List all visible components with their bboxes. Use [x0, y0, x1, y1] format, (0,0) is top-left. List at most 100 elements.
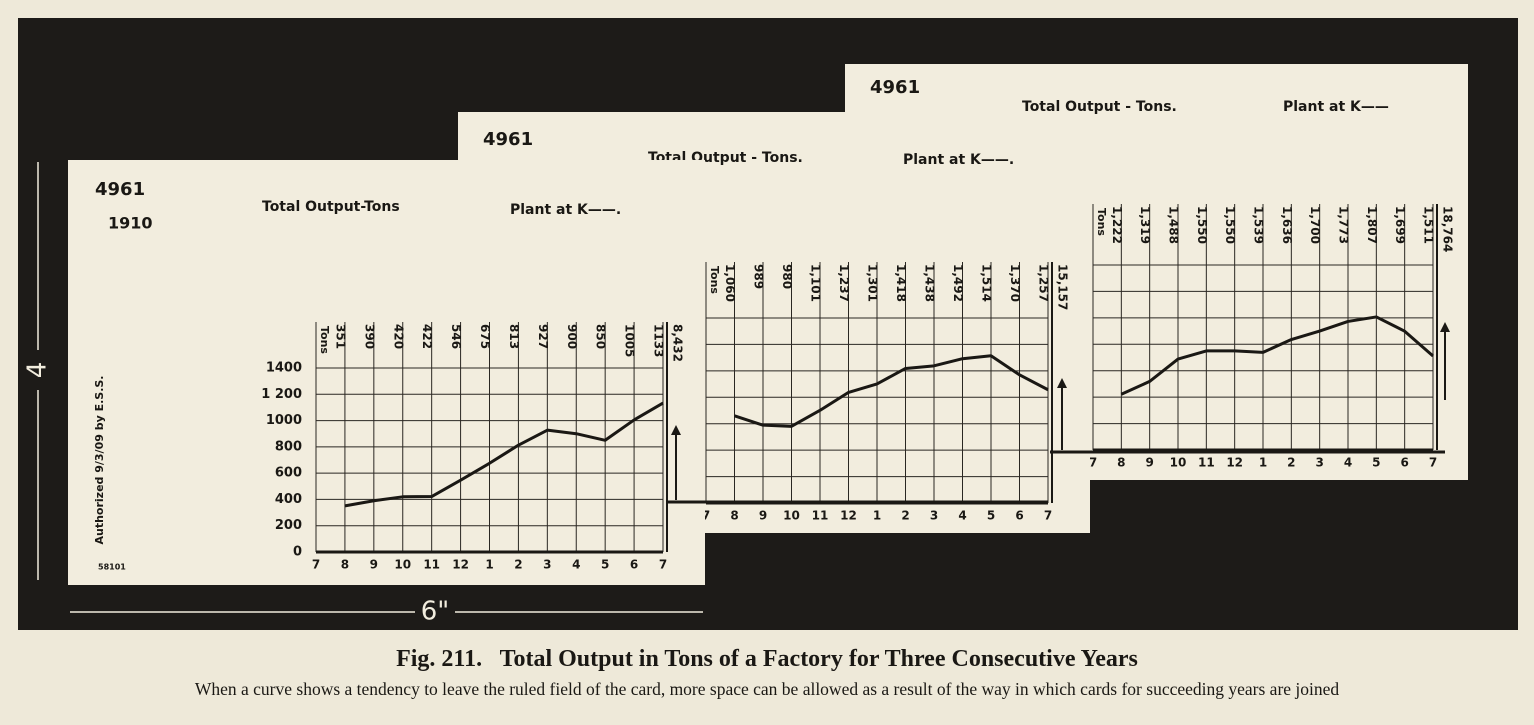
arrow-head [671, 425, 681, 435]
card-title: Total Output - Tons. [1022, 99, 1177, 115]
x-tick-label: 9 [370, 558, 378, 572]
x-tick-label: 11 [812, 509, 829, 523]
card-subtitle: Plant at K—— [1283, 99, 1389, 115]
x-tick-label: 5 [1372, 456, 1380, 470]
x-tick-label: 5 [601, 558, 609, 572]
x-tick-label: 11 [1198, 456, 1215, 470]
card-body [68, 160, 705, 585]
value-label: 1133 [652, 324, 666, 357]
x-tick-label: 2 [901, 509, 909, 523]
x-tick-label: 6 [1400, 456, 1408, 470]
x-tick-label: 12 [452, 558, 469, 572]
value-label: 1,060 [723, 264, 737, 302]
y-tick-label: 1 200 [261, 387, 302, 402]
total-label: 18,764 [1441, 206, 1455, 252]
value-label: 675 [478, 324, 492, 349]
value-label: 1,514 [980, 264, 994, 302]
x-tick-label: 2 [514, 558, 522, 572]
x-tick-label: 10 [1170, 456, 1187, 470]
value-label: 1,699 [1393, 206, 1407, 244]
x-tick-label: 7 [1089, 456, 1097, 470]
x-tick-label: 8 [1117, 456, 1125, 470]
x-tick-label: 6 [1015, 509, 1023, 523]
card-year: 1910 [108, 214, 153, 233]
output-line [344, 401, 664, 508]
caption-text: When a curve shows a tendency to leave t… [194, 679, 1340, 699]
value-label: 1,539 [1252, 206, 1266, 244]
value-label: 1005 [623, 324, 637, 357]
x-tick-label: 12 [840, 509, 857, 523]
dimension-gap [26, 350, 50, 390]
x-tick-label: 1 [1259, 456, 1267, 470]
card-number: 4961 [483, 129, 533, 150]
value-label: 1,773 [1337, 206, 1351, 244]
value-label: 1,257 [1037, 264, 1051, 302]
x-tick-label: 12 [1226, 456, 1243, 470]
x-tick-label: 10 [783, 509, 800, 523]
card-number: 4961 [870, 77, 920, 98]
value-label: 351 [333, 324, 347, 349]
caption-title: Fig. 211. Total Output in Tons of a Fact… [396, 646, 1138, 672]
value-label: 1,511 [1422, 206, 1436, 244]
value-label: 1,301 [866, 264, 880, 302]
card-subtitle: Plant at K——. [903, 152, 1014, 168]
value-label: 900 [565, 324, 579, 349]
value-label: 420 [391, 324, 405, 349]
height-label: 4 [23, 362, 53, 379]
value-label: 1,488 [1167, 206, 1181, 244]
x-tick-label: 4 [572, 558, 580, 572]
x-tick-label: 5 [987, 509, 995, 523]
x-tick-label: 3 [930, 509, 938, 523]
value-label: 1,101 [809, 264, 823, 302]
x-tick-label: 1 [485, 558, 493, 572]
x-tick-label: 8 [341, 558, 349, 572]
x-tick-label: 1 [873, 509, 881, 523]
unit-label: Tons [708, 266, 721, 294]
value-label: 1,418 [894, 264, 908, 302]
x-tick-label: 7 [702, 509, 710, 523]
value-label: 1,550 [1223, 206, 1237, 244]
y-tick-label: 600 [275, 466, 302, 481]
y-tick-label: 0 [293, 545, 302, 560]
y-tick-label: 1000 [266, 413, 302, 428]
unit-label: Tons [1095, 208, 1108, 236]
x-tick-label: 10 [394, 558, 411, 572]
value-label: 850 [594, 324, 608, 349]
y-tick-label: 800 [275, 439, 302, 454]
value-label: 1,700 [1308, 206, 1322, 244]
value-label: 1,636 [1280, 206, 1294, 244]
x-tick-label: 4 [1344, 456, 1352, 470]
value-label: 422 [420, 324, 434, 349]
x-tick-label: 11 [423, 558, 440, 572]
arrow-head [1440, 322, 1450, 332]
card-subtitle: Plant at K——. [510, 202, 621, 218]
unit-label: Tons [318, 326, 331, 354]
value-label: 1,550 [1195, 206, 1209, 244]
dimension-gap [415, 598, 455, 626]
value-label: 813 [507, 324, 521, 349]
arrow-head [1057, 378, 1067, 388]
width-label: 6" [421, 597, 450, 627]
value-label: 390 [362, 324, 376, 349]
total-label: 8,432 [671, 324, 685, 362]
y-tick-label: 200 [275, 518, 302, 533]
x-tick-label: 9 [759, 509, 767, 523]
output-line [734, 354, 1049, 428]
y-tick-label: 400 [275, 492, 302, 507]
x-tick-label: 4 [958, 509, 966, 523]
x-tick-label: 2 [1287, 456, 1295, 470]
y-tick-label: 1400 [266, 361, 302, 376]
card: 4 9 6 1 Total Output-Tons Plant at K——. 0 200 40… [68, 160, 1048, 585]
card-title: Total Output-Tons [262, 199, 400, 215]
value-label: 1,237 [837, 264, 851, 302]
value-label: 989 [752, 264, 766, 289]
value-label: 546 [449, 324, 463, 349]
value-label: 927 [536, 324, 550, 349]
output-line [1120, 315, 1434, 396]
x-tick-label: 3 [1315, 456, 1323, 470]
x-tick-label: 3 [543, 558, 551, 572]
total-label: 15,157 [1056, 264, 1070, 310]
x-tick-label: 7 [312, 558, 320, 572]
